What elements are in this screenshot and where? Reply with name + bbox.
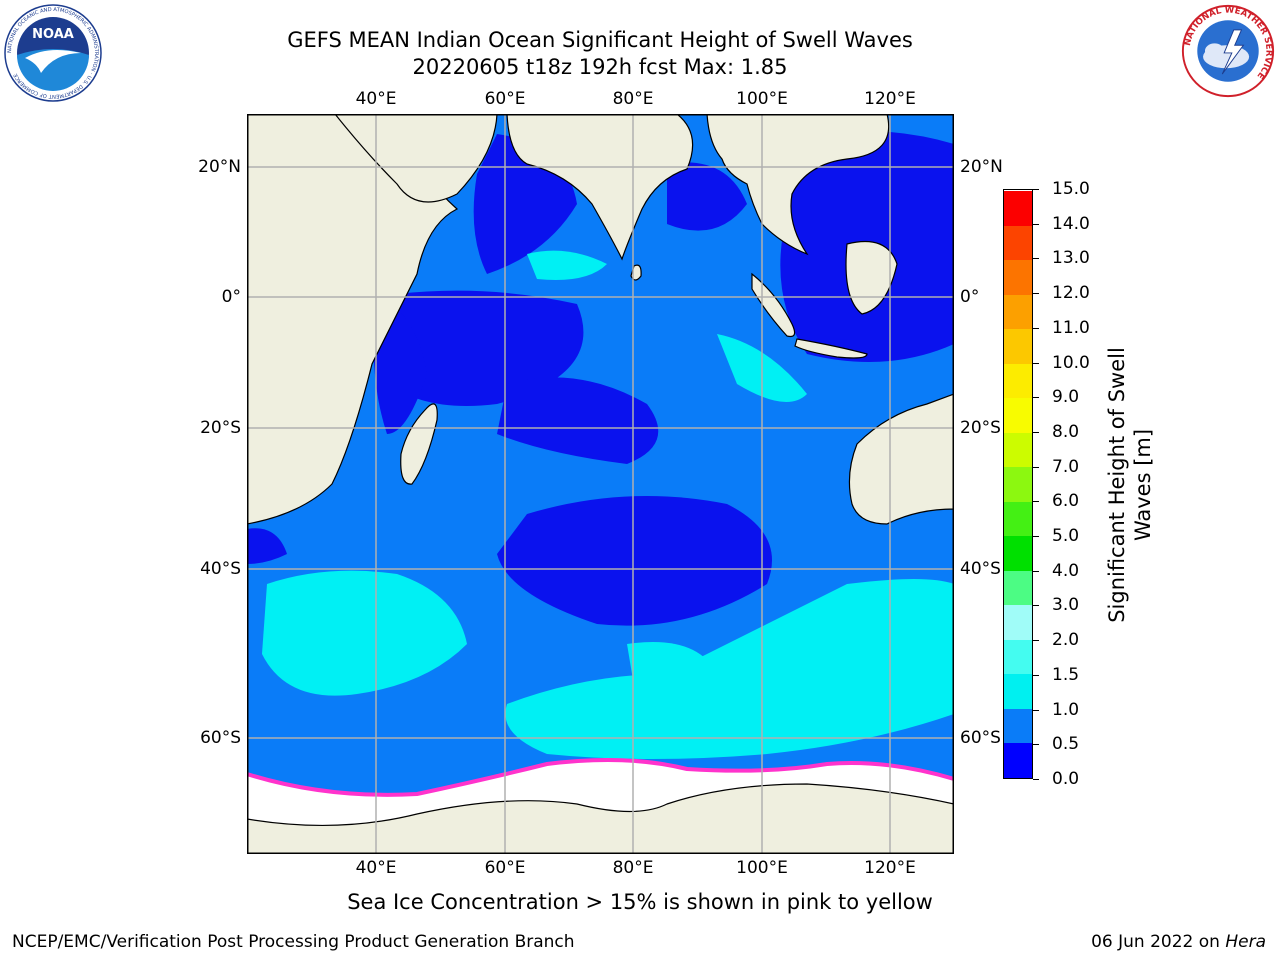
colorbar-tick: [1033, 744, 1039, 746]
colorbar-tick-label: 0.0: [1052, 769, 1080, 789]
colorbar-tick: [1033, 640, 1039, 642]
colorbar-tick-label: 15.0: [1052, 179, 1090, 199]
colorbar-segment: [1004, 397, 1032, 433]
colorbar-segment: [1004, 432, 1032, 468]
colorbar: [1003, 189, 1033, 779]
lon-tick-bottom-4: 100°E: [736, 858, 788, 878]
colorbar-segment: [1004, 535, 1032, 571]
chart-title: GEFS MEAN Indian Ocean Significant Heigh…: [287, 28, 913, 52]
lon-tick-top-2: 60°E: [484, 89, 526, 109]
host-name: Hera: [1225, 932, 1266, 952]
colorbar-tick-label: 12.0: [1052, 283, 1090, 304]
land-java: [794, 338, 868, 359]
colorbar-tick: [1033, 258, 1039, 260]
land-southeast-asia: [706, 114, 890, 256]
lon-tick-top-1: 40°E: [355, 89, 397, 109]
colorbar-tick-label: 11.0: [1052, 317, 1090, 338]
map-grid: [247, 114, 954, 854]
land-madagascar: [400, 403, 438, 485]
colorbar-tick-label: 2.0: [1052, 630, 1080, 651]
colorbar-label: Significant Height of Swell Waves [m]: [1104, 347, 1156, 623]
colorbar-tick: [1033, 466, 1039, 468]
credit-text: NCEP/EMC/Verification Post Processing Pr…: [12, 932, 575, 952]
colorbar-tick-label: 7.0: [1052, 456, 1080, 477]
colorbar-tick: [1033, 189, 1039, 190]
noaa-logo-text: NOAA: [32, 27, 74, 42]
lon-tick-bottom-5: 120°E: [864, 858, 916, 878]
colorbar-tick: [1033, 431, 1039, 433]
colorbar-tick: [1033, 779, 1039, 780]
lat-tick-right-4: 40°S: [960, 559, 1001, 579]
lat-tick-left-1: 20°N: [198, 157, 241, 177]
land-antarctica: [247, 783, 954, 854]
date-text: 06 Jun 2022 on: [1091, 932, 1220, 952]
colorbar-tick: [1033, 709, 1039, 711]
lon-tick-bottom-3: 80°E: [612, 858, 654, 878]
land-borneo: [845, 240, 898, 315]
lat-tick-right-3: 20°S: [960, 418, 1001, 438]
colorbar-tick-label: 8.0: [1052, 421, 1080, 442]
colorbar-tick-label: 4.0: [1052, 560, 1080, 581]
lon-tick-bottom-2: 60°E: [484, 858, 526, 878]
colorbar-label-line1: Significant Height of Swell: [1105, 347, 1129, 623]
colorbar-tick-label: 1.0: [1052, 699, 1080, 720]
colorbar-segment: [1004, 673, 1032, 709]
noaa-logo: NOAA NATIONAL OCEANIC AND ATMOSPHERIC AD…: [4, 4, 102, 102]
colorbar-tick-label: 10.0: [1052, 352, 1090, 373]
colorbar-tick: [1033, 293, 1039, 295]
lat-tick-right-1: 20°N: [960, 157, 1003, 177]
sea-ice-note: Sea Ice Concentration > 15% is shown in …: [347, 890, 933, 914]
colorbar-tick: [1033, 536, 1039, 538]
land-india: [506, 114, 694, 261]
land-australia: [848, 393, 954, 525]
colorbar-segment: [1004, 708, 1032, 744]
lat-tick-right-2: 0°: [960, 287, 980, 307]
lon-tick-bottom-1: 40°E: [355, 858, 397, 878]
lat-tick-left-3: 20°S: [200, 418, 241, 438]
colorbar-segment: [1004, 466, 1032, 502]
colorbar-tick: [1033, 674, 1039, 676]
date-stamp: 06 Jun 2022 on Hera: [1091, 932, 1266, 952]
colorbar-segment: [1004, 259, 1032, 295]
colorbar-tick-label: 6.0: [1052, 491, 1080, 512]
lon-tick-top-4: 100°E: [736, 89, 788, 109]
colorbar-segment: [1004, 363, 1032, 399]
lat-tick-left-5: 60°S: [200, 728, 241, 748]
map-frame: [247, 114, 954, 854]
lon-tick-top-3: 80°E: [612, 89, 654, 109]
colorbar-segment: [1004, 570, 1032, 606]
colorbar-tick: [1033, 501, 1039, 503]
sea-ice-edge: [247, 758, 954, 797]
colorbar-segment: [1004, 294, 1032, 330]
colorbar-tick-label: 5.0: [1052, 526, 1080, 547]
colorbar-segment: [1004, 328, 1032, 364]
colorbar-tick-label: 9.0: [1052, 387, 1080, 408]
colorbar-tick: [1033, 570, 1039, 572]
colorbar-tick-label: 1.5: [1052, 664, 1080, 685]
colorbar-tick: [1033, 397, 1039, 399]
colorbar-segment: [1004, 501, 1032, 537]
lon-tick-top-5: 120°E: [864, 89, 916, 109]
nws-logo: NATIONAL WEATHER SERVICE: [1181, 4, 1275, 98]
lat-tick-right-5: 60°S: [960, 728, 1001, 748]
colorbar-tick: [1033, 327, 1039, 329]
colorbar-tick: [1033, 362, 1039, 364]
colorbar-segment: [1004, 190, 1032, 226]
colorbar-label-line2: Waves [m]: [1131, 428, 1155, 542]
colorbar-segment: [1004, 742, 1032, 778]
lat-tick-left-2: 0°: [221, 287, 241, 307]
colorbar-tick-label: 13.0: [1052, 248, 1090, 269]
colorbar-segment: [1004, 639, 1032, 675]
colorbar-segment: [1004, 604, 1032, 640]
colorbar-tick: [1033, 223, 1039, 225]
colorbar-tick-label: 14.0: [1052, 213, 1090, 234]
lat-tick-left-4: 40°S: [200, 559, 241, 579]
colorbar-segment: [1004, 225, 1032, 261]
low-swell-zones: [247, 130, 954, 626]
colorbar-tick-label: 0.5: [1052, 734, 1080, 755]
chart-subtitle: 20220605 t18z 192h fcst Max: 1.85: [412, 55, 788, 79]
swell-height-map: [247, 114, 954, 854]
colorbar-tick-label: 3.0: [1052, 595, 1080, 616]
colorbar-tick: [1033, 605, 1039, 607]
